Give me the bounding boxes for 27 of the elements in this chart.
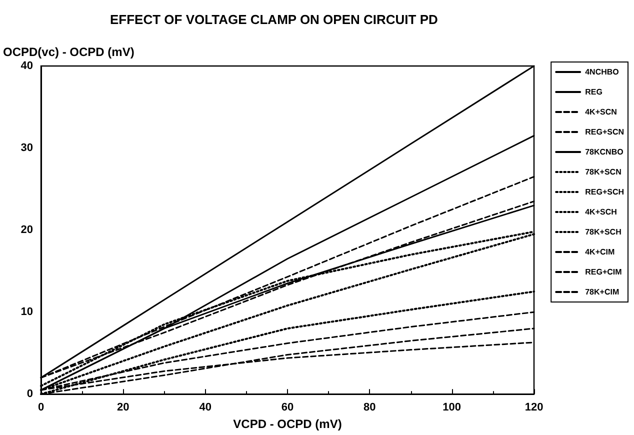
legend-label: REG	[585, 88, 602, 96]
y-tick-label: 30	[20, 142, 33, 154]
y-tick-label: 0	[26, 388, 33, 400]
y-tick-label: 10	[20, 306, 33, 318]
legend-label: REG+SCH	[585, 188, 624, 196]
x-tick-label: 0	[38, 402, 44, 414]
legend-label: 4K+CIM	[585, 248, 615, 256]
x-tick-label: 100	[442, 402, 462, 414]
y-tick-label: 20	[20, 224, 33, 236]
x-tick-label: 20	[117, 402, 130, 414]
x-tick-label: 120	[524, 402, 544, 414]
legend-label: 78K+SCH	[585, 228, 622, 236]
legend-label: 78K+SCN	[585, 168, 622, 176]
y-tick-label: 40	[20, 60, 33, 72]
legend-label: 78K+CIM	[585, 288, 620, 296]
legend-label: REG+SCN	[585, 128, 624, 136]
legend-label: 78KCNBO	[585, 148, 624, 156]
legend-label: 4K+SCN	[585, 108, 618, 116]
x-tick-label: 40	[199, 402, 212, 414]
x-tick-label: 60	[281, 402, 294, 414]
legend-label: 4K+SCH	[585, 208, 618, 216]
x-axis-title: VCPD - OCPD (mV)	[233, 417, 342, 431]
x-tick-label: 80	[364, 402, 376, 414]
legend-label: 4NCHBO	[585, 68, 619, 76]
chart-title: EFFECT OF VOLTAGE CLAMP ON OPEN CIRCUIT PD	[110, 12, 438, 27]
y-axis-title: OCPD(vc) - OCPD (mV)	[3, 45, 134, 59]
legend-label: REG+CIM	[585, 268, 622, 276]
